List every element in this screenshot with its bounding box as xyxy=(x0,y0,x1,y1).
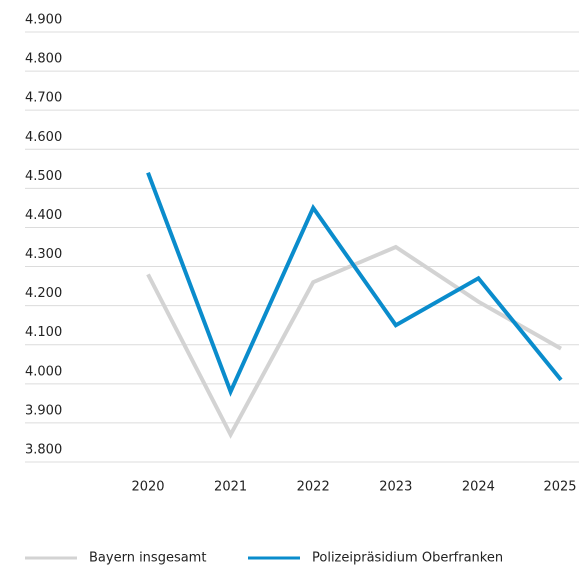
x-tick-label: 2020 xyxy=(131,480,164,495)
x-tick-label: 2023 xyxy=(379,480,412,495)
legend-label: Bayern insgesamt xyxy=(89,551,206,566)
y-tick-label: 4.900 xyxy=(25,13,62,28)
y-tick-label: 4.300 xyxy=(25,247,62,262)
y-tick-label: 3.900 xyxy=(25,403,62,418)
x-tick-label: 2022 xyxy=(297,480,330,495)
x-tick-label: 2025 xyxy=(543,480,576,495)
y-tick-label: 4.600 xyxy=(25,130,62,145)
legend-label: Polizeipräsidium Oberfranken xyxy=(312,551,503,566)
x-tick-label: 2024 xyxy=(462,480,495,495)
x-tick-label: 2021 xyxy=(214,480,247,495)
y-tick-label: 3.800 xyxy=(25,443,62,458)
y-tick-label: 4.800 xyxy=(25,52,62,67)
y-tick-label: 4.000 xyxy=(25,364,62,379)
line-series xyxy=(146,172,563,397)
y-tick-label: 4.200 xyxy=(25,286,62,301)
y-tick-label: 4.500 xyxy=(25,169,62,184)
y-tick-label: 4.400 xyxy=(25,208,62,223)
y-tick-label: 4.100 xyxy=(25,325,62,340)
y-tick-label: 4.700 xyxy=(25,91,62,106)
